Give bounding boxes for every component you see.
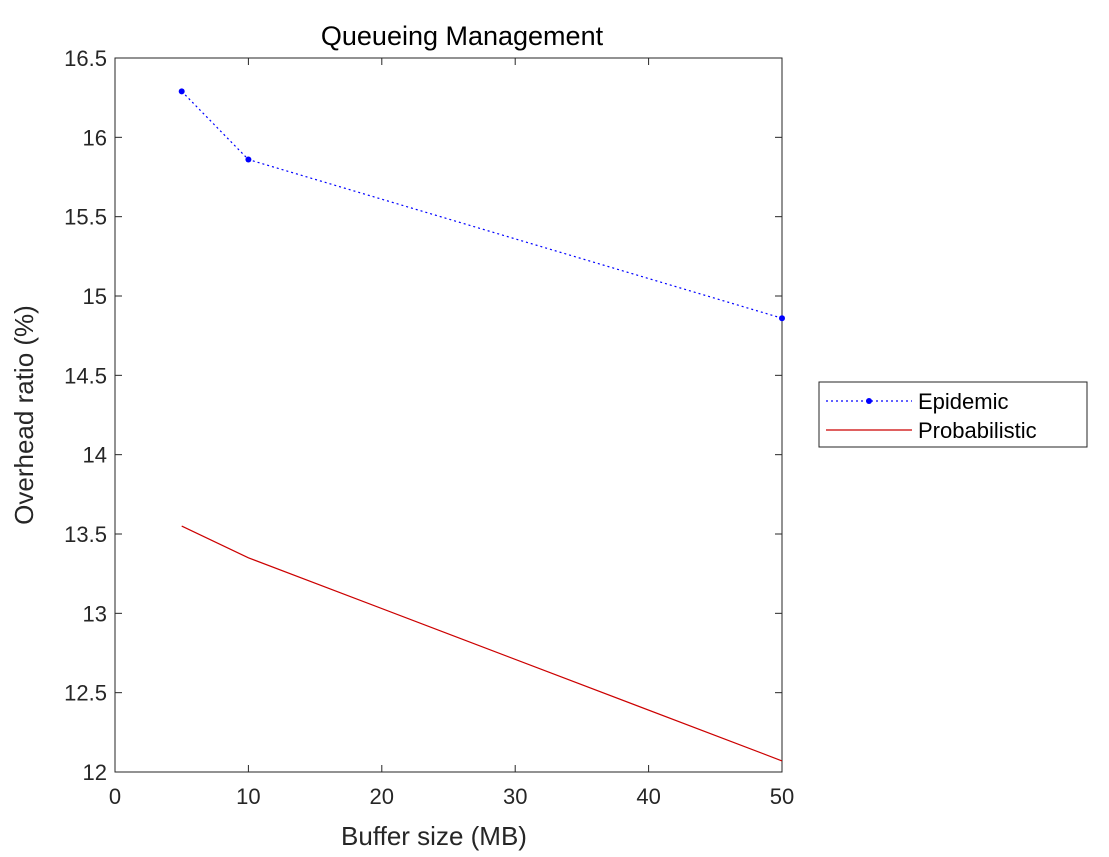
y-tick-label: 16 bbox=[83, 125, 107, 150]
y-tick-label: 12 bbox=[83, 760, 107, 785]
y-tick-label: 14.5 bbox=[64, 363, 107, 388]
y-tick-label: 13.5 bbox=[64, 522, 107, 547]
y-axis-label: Overhead ratio (%) bbox=[9, 305, 39, 525]
legend-marker-epidemic bbox=[866, 398, 872, 404]
x-tick-label: 30 bbox=[503, 784, 527, 809]
series-line-probabilistic bbox=[181, 525, 783, 762]
legend-box bbox=[818, 381, 1088, 448]
legend-label-probabilistic: Probabilistic bbox=[918, 418, 1037, 443]
data-point-epidemic bbox=[245, 156, 252, 163]
x-axis-label: Buffer size (MB) bbox=[341, 821, 527, 851]
y-tick-label: 16.5 bbox=[64, 46, 107, 71]
legend: Epidemic Probabilistic bbox=[818, 381, 1088, 448]
y-axis: 12 12.5 13 13.5 14 14.5 15 15.5 16 16.5 bbox=[64, 46, 782, 785]
x-tick-label: 40 bbox=[636, 784, 660, 809]
data-point-epidemic bbox=[779, 315, 785, 322]
data-point-epidemic bbox=[178, 88, 185, 95]
plot-area bbox=[114, 57, 783, 773]
x-tick-label: 50 bbox=[770, 784, 794, 809]
x-tick-label: 0 bbox=[109, 784, 121, 809]
x-axis: 0 10 20 30 40 50 bbox=[109, 58, 794, 809]
legend-label-epidemic: Epidemic bbox=[918, 389, 1008, 414]
series-layer bbox=[178, 88, 785, 762]
x-tick-label: 10 bbox=[236, 784, 260, 809]
y-tick-label: 15 bbox=[83, 284, 107, 309]
y-tick-label: 13 bbox=[83, 601, 107, 626]
y-tick-label: 14 bbox=[83, 443, 107, 468]
chart-title: Queueing Management bbox=[321, 21, 604, 51]
y-tick-label: 12.5 bbox=[64, 681, 107, 706]
y-tick-label: 15.5 bbox=[64, 205, 107, 230]
x-tick-label: 20 bbox=[370, 784, 394, 809]
